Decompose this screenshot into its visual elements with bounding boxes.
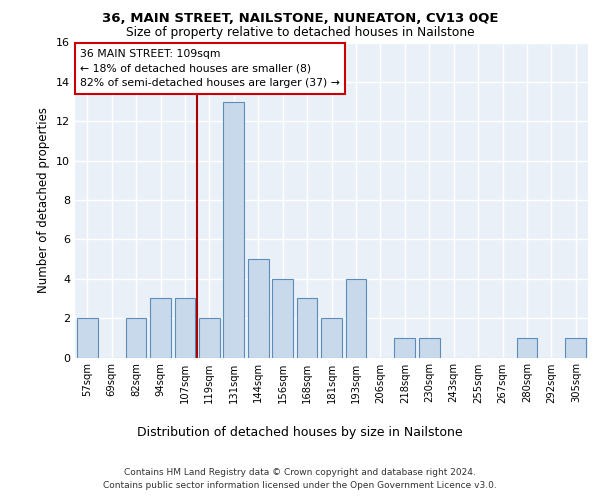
Text: Distribution of detached houses by size in Nailstone: Distribution of detached houses by size … bbox=[137, 426, 463, 439]
Bar bbox=[346, 279, 367, 357]
Bar bbox=[419, 338, 440, 357]
Bar bbox=[199, 318, 220, 358]
Text: 36 MAIN STREET: 109sqm
← 18% of detached houses are smaller (8)
82% of semi-deta: 36 MAIN STREET: 109sqm ← 18% of detached… bbox=[80, 49, 340, 88]
Text: 36, MAIN STREET, NAILSTONE, NUNEATON, CV13 0QE: 36, MAIN STREET, NAILSTONE, NUNEATON, CV… bbox=[102, 12, 498, 26]
Bar bbox=[77, 318, 98, 358]
Y-axis label: Number of detached properties: Number of detached properties bbox=[37, 107, 50, 293]
Bar bbox=[296, 298, 317, 358]
Bar bbox=[125, 318, 146, 358]
Bar bbox=[248, 259, 269, 358]
Bar bbox=[394, 338, 415, 357]
Bar bbox=[272, 279, 293, 357]
Text: Contains HM Land Registry data © Crown copyright and database right 2024.: Contains HM Land Registry data © Crown c… bbox=[124, 468, 476, 477]
Text: Contains public sector information licensed under the Open Government Licence v3: Contains public sector information licen… bbox=[103, 482, 497, 490]
Bar bbox=[223, 102, 244, 358]
Bar bbox=[175, 298, 196, 358]
Text: Size of property relative to detached houses in Nailstone: Size of property relative to detached ho… bbox=[125, 26, 475, 39]
Bar bbox=[150, 298, 171, 358]
Bar bbox=[321, 318, 342, 358]
Bar bbox=[565, 338, 586, 357]
Bar bbox=[517, 338, 538, 357]
